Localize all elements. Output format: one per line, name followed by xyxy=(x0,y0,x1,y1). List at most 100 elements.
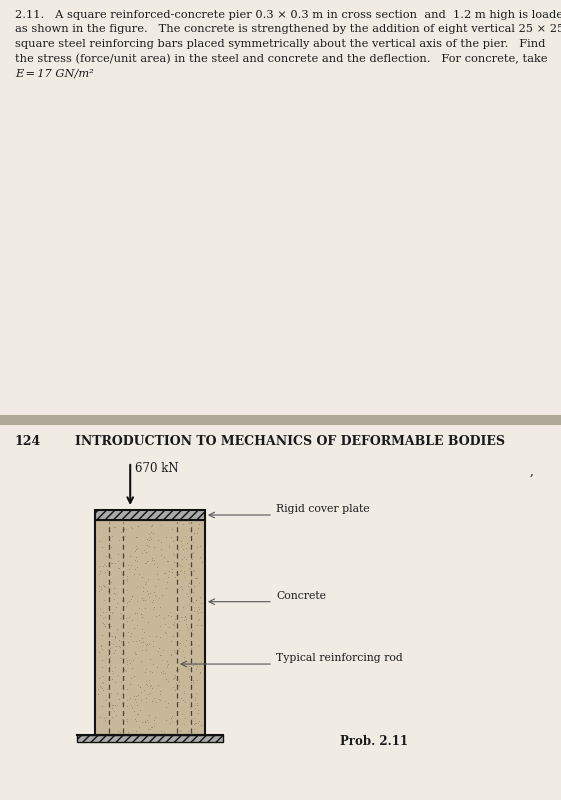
Point xyxy=(131,634,140,647)
Point xyxy=(180,650,189,663)
Point xyxy=(191,571,200,584)
Point xyxy=(132,648,141,661)
Point xyxy=(132,606,141,619)
Point xyxy=(134,520,142,533)
Point xyxy=(94,579,103,592)
Point xyxy=(109,705,118,718)
Point xyxy=(154,642,163,654)
Point xyxy=(181,618,190,630)
Point xyxy=(142,554,151,567)
Point xyxy=(161,530,170,543)
Point xyxy=(157,649,165,662)
Point xyxy=(104,618,113,630)
Point xyxy=(115,693,124,706)
Point xyxy=(139,635,148,648)
Point xyxy=(191,694,200,707)
Point xyxy=(113,547,122,560)
Point xyxy=(101,549,110,562)
Point xyxy=(184,576,193,589)
Point xyxy=(194,612,203,625)
Point xyxy=(137,607,146,620)
Point xyxy=(162,714,171,726)
Point xyxy=(192,697,201,710)
Point xyxy=(166,606,175,618)
Point xyxy=(146,678,155,691)
Point xyxy=(126,626,135,639)
Point xyxy=(182,612,191,625)
Point xyxy=(118,554,127,567)
Point xyxy=(197,555,206,568)
Point xyxy=(159,667,168,680)
Point xyxy=(169,618,178,630)
Bar xyxy=(77,735,223,742)
Point xyxy=(164,609,173,622)
Point xyxy=(123,726,132,738)
Point xyxy=(191,692,200,705)
Point xyxy=(140,715,149,728)
Point xyxy=(140,594,149,606)
Point xyxy=(156,601,165,614)
Point xyxy=(155,693,164,706)
Point xyxy=(147,520,156,533)
Point xyxy=(126,558,135,571)
Point xyxy=(172,646,181,659)
Point xyxy=(174,676,183,689)
Point xyxy=(181,610,190,622)
Point xyxy=(115,611,124,624)
Point xyxy=(99,670,108,682)
Point xyxy=(153,644,162,657)
Point xyxy=(153,573,162,586)
Point xyxy=(145,590,154,603)
Point xyxy=(162,655,171,668)
Point xyxy=(97,660,106,673)
Point xyxy=(168,630,177,642)
Point xyxy=(150,714,159,726)
Point xyxy=(169,546,178,559)
Point xyxy=(106,659,115,672)
Point xyxy=(190,571,199,584)
Point xyxy=(99,676,108,689)
Point xyxy=(170,548,179,561)
Point xyxy=(120,522,129,535)
Point xyxy=(119,662,128,675)
Point xyxy=(186,562,195,575)
Point xyxy=(125,563,134,576)
Point xyxy=(194,517,203,530)
Point xyxy=(130,713,139,726)
Point xyxy=(148,594,157,606)
Point xyxy=(162,658,171,671)
Point xyxy=(188,553,197,566)
Point xyxy=(167,710,176,722)
Point xyxy=(154,591,163,604)
Point xyxy=(131,563,140,576)
Point xyxy=(177,564,186,577)
Point xyxy=(142,554,151,567)
Point xyxy=(169,616,178,629)
Point xyxy=(149,585,158,598)
Point xyxy=(141,602,150,614)
Point xyxy=(186,669,195,682)
Point xyxy=(189,675,198,688)
Point xyxy=(162,701,171,714)
Point xyxy=(168,523,177,536)
Point xyxy=(109,582,118,594)
Point xyxy=(133,707,142,720)
Point xyxy=(117,526,126,539)
Point xyxy=(117,635,126,648)
Point xyxy=(117,594,126,606)
Point xyxy=(99,578,108,591)
Point xyxy=(108,699,117,712)
Point xyxy=(190,712,199,725)
Point xyxy=(192,658,201,670)
Point xyxy=(126,678,135,690)
Point xyxy=(180,614,188,626)
Point xyxy=(107,557,116,570)
Point xyxy=(150,558,159,570)
Point xyxy=(196,718,205,731)
Point xyxy=(194,577,203,590)
Text: 124: 124 xyxy=(15,435,42,448)
Point xyxy=(157,535,165,548)
Point xyxy=(118,632,127,645)
Point xyxy=(194,703,203,716)
Point xyxy=(171,646,180,658)
